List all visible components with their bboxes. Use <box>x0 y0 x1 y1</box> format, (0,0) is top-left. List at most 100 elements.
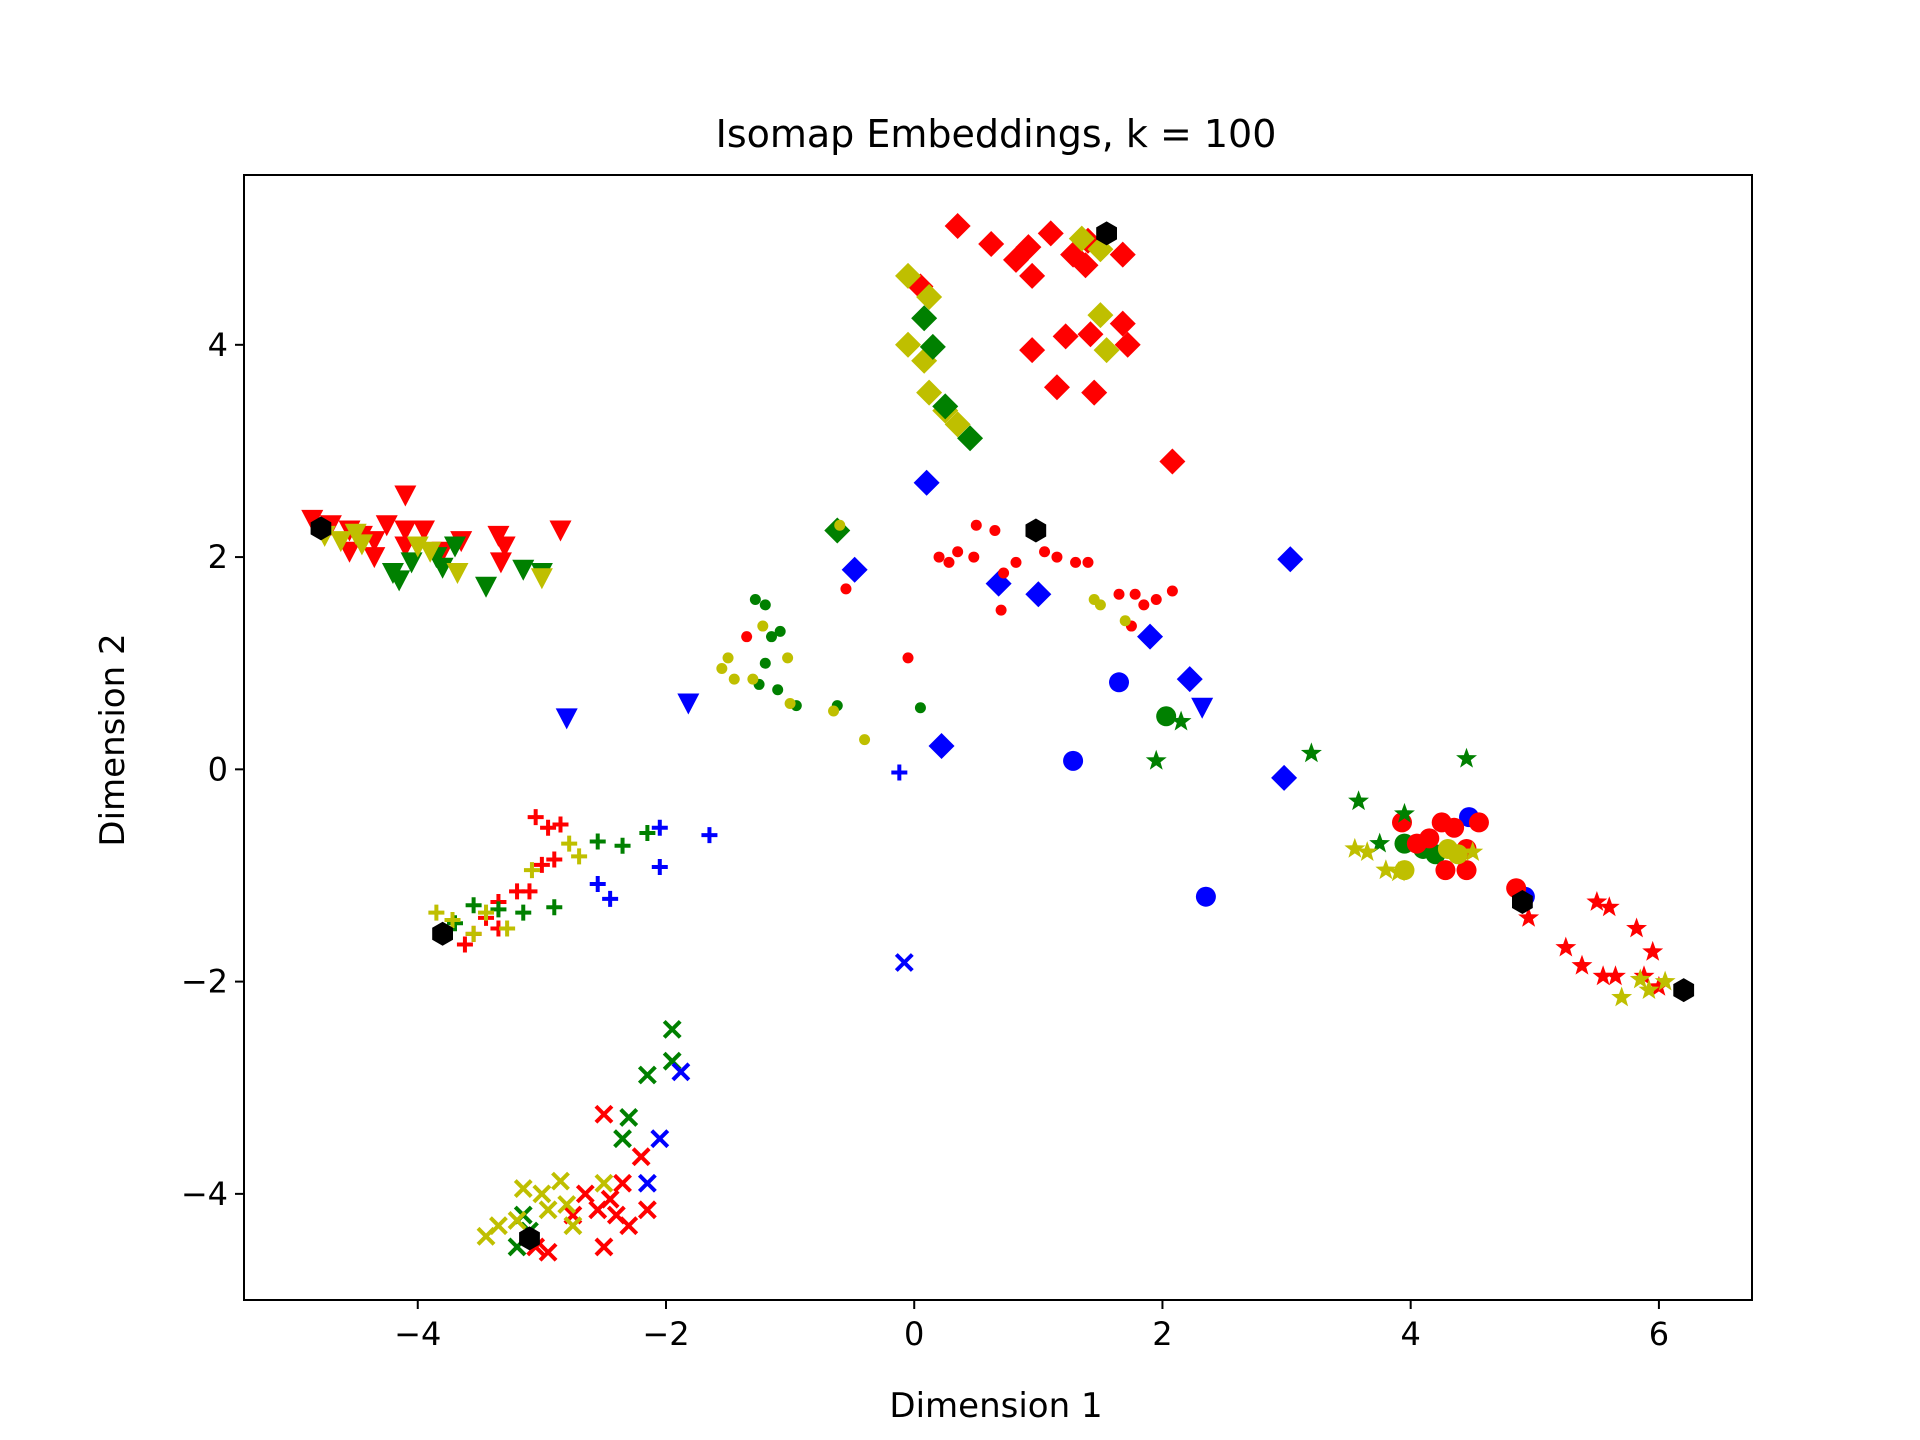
yellow-star-point <box>1375 859 1397 880</box>
red-plus-point <box>533 856 550 873</box>
green-star-point <box>1348 790 1369 811</box>
red-dot-point <box>970 519 982 531</box>
yellow-dot-point <box>1094 599 1106 611</box>
blue-plus-point <box>651 858 668 875</box>
red-x-point <box>613 1173 632 1193</box>
green-x-point <box>637 1065 657 1085</box>
plot-frame <box>243 174 1753 1301</box>
red-circle-point <box>1468 812 1489 833</box>
green-dot-point <box>749 594 761 606</box>
yellow-plus-point <box>478 904 495 921</box>
red-tri-down-point <box>363 547 386 569</box>
yellow-tri-down-point <box>446 562 469 584</box>
yellow-diamond-point <box>1087 302 1114 329</box>
green-plus-point <box>515 904 532 921</box>
yellow-tri-down-point <box>329 531 352 553</box>
red-dot-point <box>1166 585 1178 597</box>
green-tri-down-point <box>475 576 498 598</box>
red-star-point <box>1586 891 1608 911</box>
blue-diamond-point <box>1271 764 1298 791</box>
red-dot-point <box>1070 556 1082 568</box>
blue-circle-point <box>1109 672 1130 693</box>
green-tri-down-point <box>400 552 423 574</box>
green-star-point <box>1456 747 1477 768</box>
data-marks <box>301 212 1695 1262</box>
green-diamond-point <box>957 425 984 452</box>
y-tick-label: −4 <box>181 1175 228 1213</box>
yellow-star-point <box>1654 970 1676 991</box>
blue-diamond-point <box>928 732 955 759</box>
green-diamond-point <box>911 305 938 332</box>
yellow-star-point <box>1638 979 1660 999</box>
yellow-plus-point <box>465 925 482 942</box>
red-dot-point <box>1113 588 1125 600</box>
red-star-point <box>1633 965 1655 986</box>
red-tri-down-point <box>301 509 324 531</box>
red-x-point <box>619 1216 639 1236</box>
green-plus-point <box>546 899 563 916</box>
yellow-dot-point <box>782 652 794 664</box>
blue-diamond-point <box>1025 581 1052 608</box>
red-star-point <box>1642 940 1664 961</box>
red-diamond-point <box>944 212 971 239</box>
red-star-point <box>1605 965 1626 986</box>
red-dot-point <box>1010 556 1022 568</box>
yellow-dot-point <box>728 673 740 685</box>
chart-title: Isomap Embeddings, k = 100 <box>716 112 1277 156</box>
green-circle-point <box>1156 706 1177 727</box>
red-dot-point <box>902 652 914 664</box>
blue-x-point <box>671 1062 691 1082</box>
black-hexagon-point <box>1512 890 1533 914</box>
yellow-x-point <box>551 1171 570 1191</box>
x-tick-label: −2 <box>642 1315 689 1353</box>
yellow-diamond-point <box>916 379 943 406</box>
red-diamond-point <box>1002 246 1029 273</box>
yellow-diamond-point <box>895 262 922 289</box>
red-plus-point <box>521 883 538 900</box>
blue-diamond-point <box>913 469 940 496</box>
green-dot-point <box>774 625 786 637</box>
red-star-point <box>1592 965 1614 986</box>
green-plus-point <box>490 901 507 918</box>
green-dot-point <box>772 684 784 696</box>
red-dot-point <box>840 583 852 595</box>
red-dot-point <box>741 631 753 643</box>
red-circle-point <box>1435 860 1456 881</box>
yellow-tri-down-point <box>530 568 553 590</box>
red-x-point <box>637 1200 657 1220</box>
red-x-point <box>575 1184 595 1204</box>
green-tri-down-point <box>512 559 535 581</box>
yellow-dot-point <box>757 620 769 632</box>
green-tri-down-point <box>431 557 454 579</box>
green-x-point <box>619 1108 639 1127</box>
red-tri-down-point <box>394 485 417 507</box>
red-diamond-point <box>1015 234 1042 261</box>
yellow-plus-point <box>444 912 461 929</box>
green-dot-point <box>914 702 926 714</box>
yellow-star-point <box>1344 837 1366 858</box>
green-tri-down-point <box>443 536 466 558</box>
y-tick-label: −2 <box>181 963 228 1001</box>
red-diamond-point <box>1037 220 1064 247</box>
yellow-diamond-point <box>1093 337 1120 364</box>
red-circle-point <box>1419 828 1440 849</box>
red-dot-point <box>1082 556 1094 568</box>
red-x-point <box>631 1147 651 1167</box>
black-hexagon-point <box>1025 518 1047 543</box>
x-tick-label: 6 <box>1649 1315 1669 1353</box>
red-plus-point <box>540 819 557 836</box>
red-diamond-point <box>1159 448 1186 475</box>
red-tri-down-point <box>375 515 398 537</box>
red-star-point <box>1555 936 1577 957</box>
red-dot-point <box>995 604 1007 616</box>
red-dot-point <box>943 556 955 568</box>
red-circle-point <box>1456 860 1477 881</box>
yellow-plus-point <box>561 835 578 852</box>
green-plus-point <box>614 837 631 854</box>
y-tick-label: 4 <box>208 326 228 364</box>
black-hexagon-point <box>310 516 332 541</box>
black-hexagon-point <box>519 1226 540 1251</box>
red-dot-point <box>989 525 1001 537</box>
yellow-x-point <box>563 1216 583 1236</box>
